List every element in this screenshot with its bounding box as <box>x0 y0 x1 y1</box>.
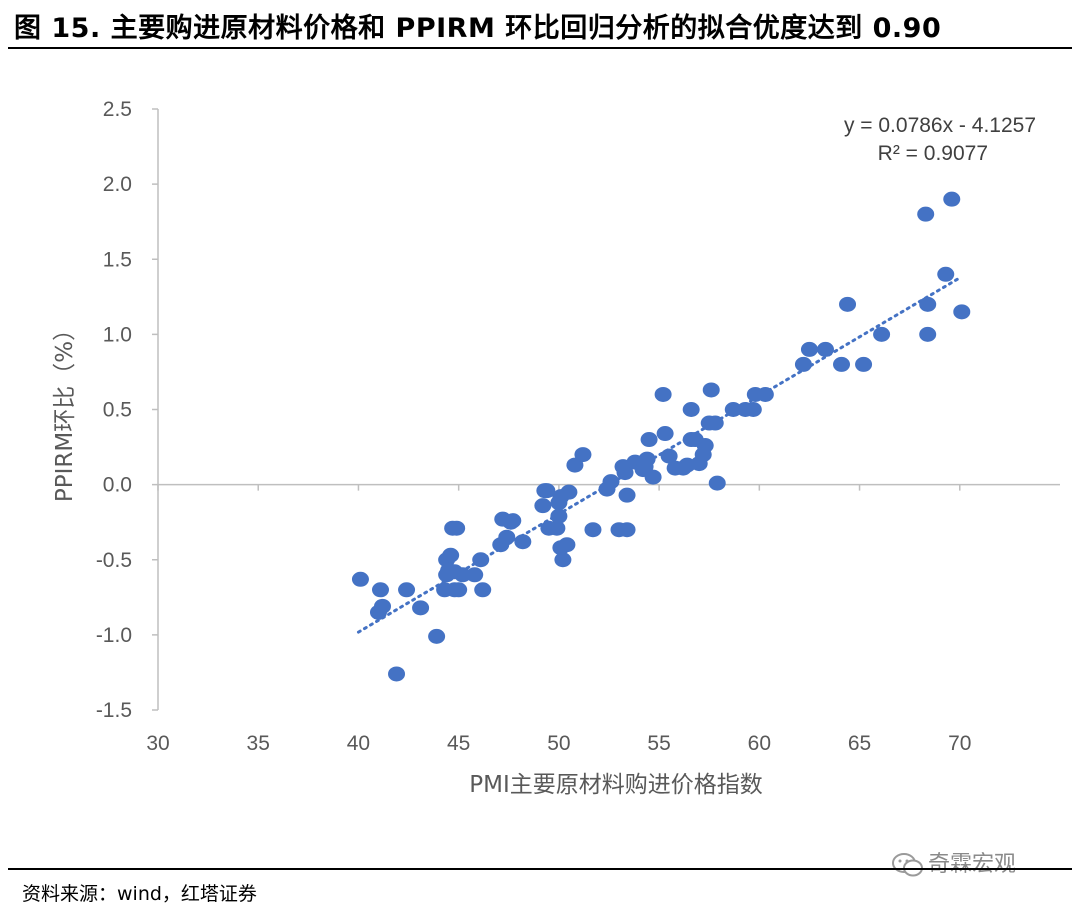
x-tick-label: 45 <box>447 732 470 755</box>
data-points <box>351 191 971 682</box>
scatter-chart: 2.5 2.0 1.5 1.0 0.5 0.0 -0.5 -1.0 -1.5 30 35 40 45 50… <box>52 98 1060 798</box>
source-note: 资料来源：wind，红塔证券 <box>22 883 257 905</box>
y-tick-label: -0.5 <box>96 549 132 572</box>
chart-axes: 2.5 2.0 1.5 1.0 0.5 0.0 -0.5 -1.0 -1.5 30 35 40 45 50… <box>96 98 1060 755</box>
scatter-point <box>640 432 658 448</box>
scatter-point <box>644 469 662 485</box>
x-tick-label: 60 <box>748 732 771 755</box>
scatter-point <box>855 356 873 372</box>
scatter-point <box>584 522 602 538</box>
scatter-point <box>351 571 369 587</box>
scatter-point <box>756 386 774 402</box>
scatter-point <box>554 552 572 568</box>
scatter-point <box>654 386 672 402</box>
y-tick-label: 1.0 <box>103 323 132 346</box>
scatter-point <box>833 356 851 372</box>
scatter-point <box>502 514 520 530</box>
scatter-point <box>398 582 416 598</box>
scatter-point <box>602 474 620 490</box>
scatter-point <box>550 508 568 524</box>
scatter-point <box>919 296 937 312</box>
scatter-point <box>702 382 720 398</box>
scatter-point <box>472 552 490 568</box>
scatter-point <box>682 402 700 417</box>
scatter-point <box>660 448 678 464</box>
scatter-point <box>538 483 556 499</box>
scatter-point <box>446 582 464 598</box>
y-tick-label: -1.0 <box>96 624 132 647</box>
y-tick-label: 0.0 <box>103 474 132 497</box>
scatter-point <box>616 465 634 481</box>
top-divider <box>8 47 1072 49</box>
scatter-point <box>566 457 584 473</box>
scatter-point <box>448 520 466 536</box>
scatter-point <box>953 304 971 320</box>
scatter-point <box>371 582 389 598</box>
scatter-point <box>816 341 834 357</box>
scatter-point <box>388 666 406 682</box>
scatter-point <box>498 529 516 545</box>
bottom-divider <box>8 868 1072 870</box>
r-squared-label: R² = 0.9077 <box>878 142 988 165</box>
scatter-point <box>428 628 446 644</box>
y-tick-label: -1.5 <box>96 699 132 722</box>
scatter-point <box>558 537 576 553</box>
trendline-group <box>356 276 962 634</box>
scatter-point <box>552 489 570 505</box>
scatter-point <box>514 534 532 550</box>
x-tick-label: 30 <box>146 732 169 755</box>
y-axis-title: PPIRM环比（%） <box>52 318 78 502</box>
trendline <box>356 276 962 634</box>
equation-label: y = 0.0786x - 4.1257 <box>844 114 1036 137</box>
chart-title: 图 15. 主要购进原材料价格和 PPIRM 环比回归分析的拟合优度达到 0.9… <box>14 13 942 44</box>
y-tick-label: 2.0 <box>103 173 132 196</box>
scatter-point <box>466 567 484 583</box>
x-tick-label: 50 <box>547 732 570 755</box>
scatter-point <box>800 341 818 357</box>
x-tick-label: 70 <box>948 732 971 755</box>
scatter-point <box>744 402 762 417</box>
x-tick-label: 55 <box>647 732 670 755</box>
scatter-point <box>919 326 937 342</box>
x-tick-label: 35 <box>247 732 270 755</box>
scatter-point <box>873 326 891 342</box>
scatter-point <box>474 582 492 598</box>
y-tick-label: 0.5 <box>103 399 132 422</box>
scatter-point <box>706 415 724 431</box>
scatter-point <box>442 547 460 563</box>
x-tick-label: 40 <box>347 732 370 755</box>
scatter-point <box>917 206 935 222</box>
y-tick-label: 1.5 <box>103 248 132 271</box>
scatter-point <box>943 191 961 207</box>
scatter-point <box>724 402 742 417</box>
watermark-text: 奇霖宏观 <box>928 852 1017 877</box>
watermark: 奇霖宏观 <box>892 846 1016 878</box>
scatter-point <box>534 498 552 514</box>
scatter-point <box>656 426 674 442</box>
wechat-icon <box>892 853 923 877</box>
scatter-point <box>696 438 714 454</box>
scatter-point <box>638 451 656 467</box>
scatter-point <box>839 296 857 312</box>
y-tick-label: 2.5 <box>103 98 132 121</box>
scatter-point <box>794 356 812 372</box>
x-tick-label: 65 <box>848 732 871 755</box>
scatter-point <box>373 598 391 614</box>
scatter-point <box>548 520 566 536</box>
scatter-point <box>708 475 726 491</box>
scatter-point <box>618 522 636 538</box>
scatter-point <box>412 600 430 616</box>
scatter-point <box>454 567 472 583</box>
scatter-point <box>574 447 592 463</box>
scatter-point <box>618 487 636 503</box>
scatter-point <box>937 266 955 282</box>
x-axis-title: PMI主要原材料购进价格指数 <box>469 772 763 798</box>
